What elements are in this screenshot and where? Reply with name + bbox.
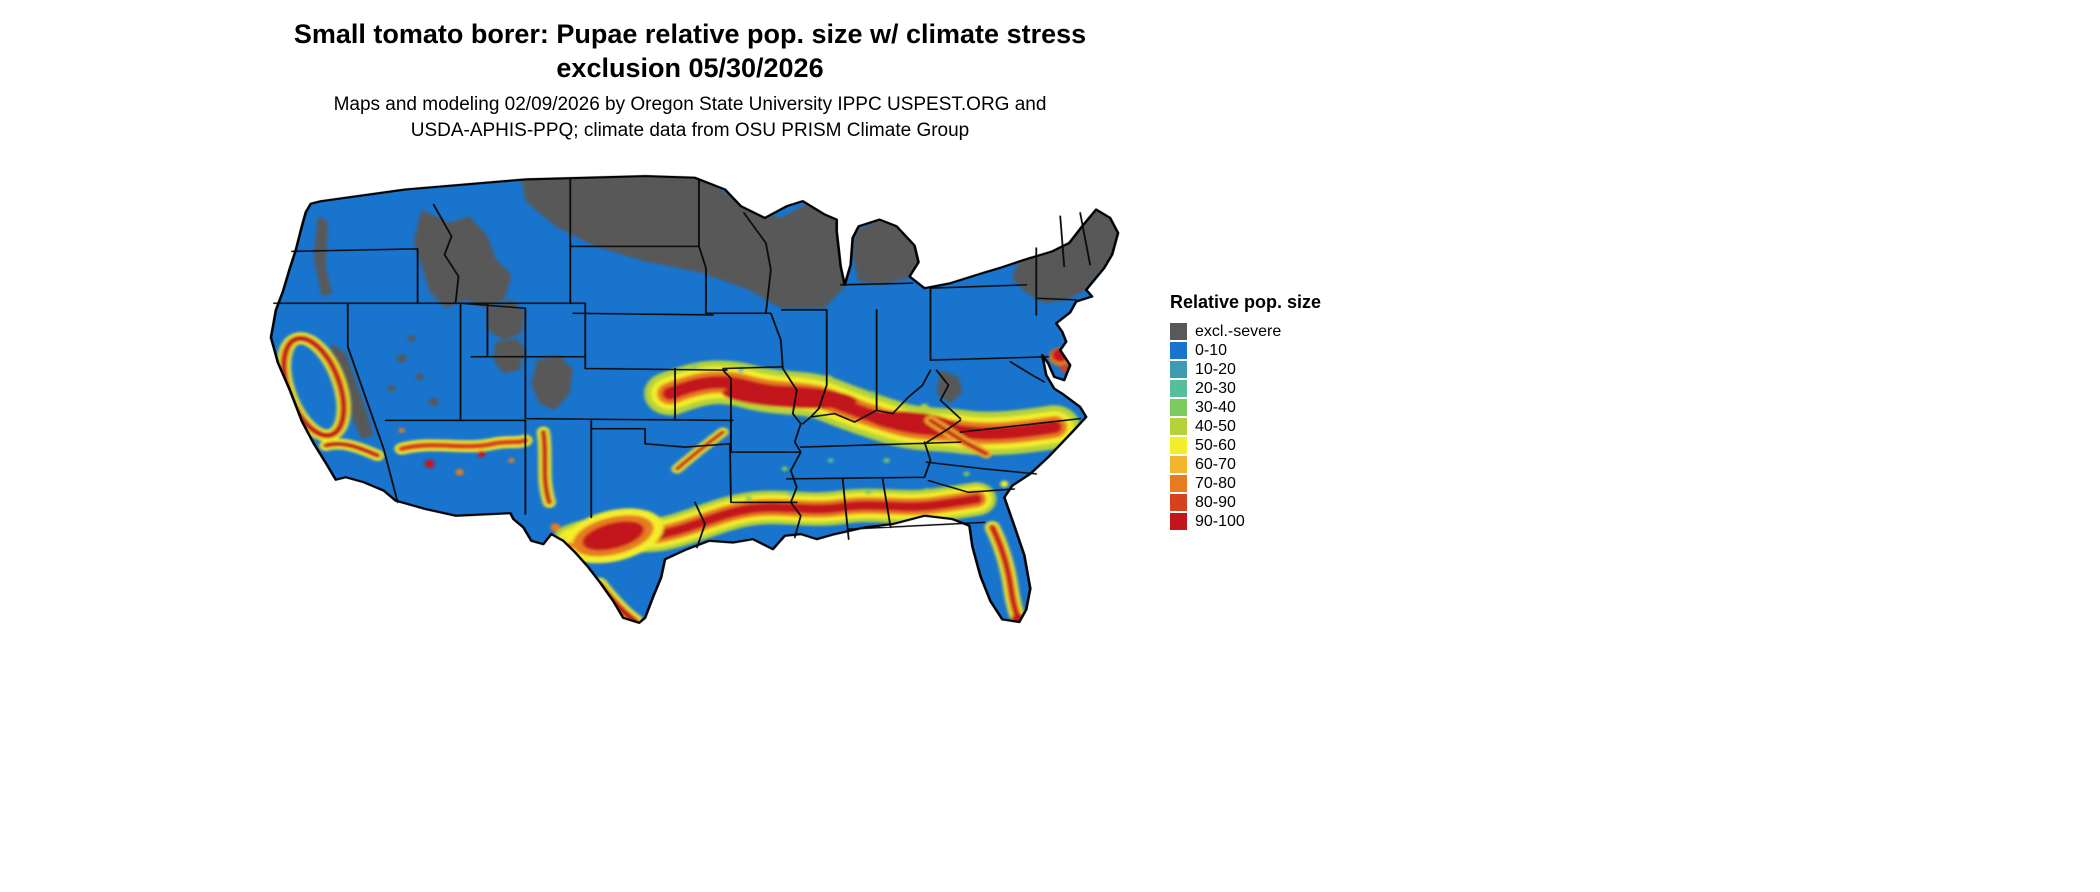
legend-item: 50-60 — [1170, 436, 1321, 455]
map-legend: Relative pop. size excl.-severe 0-10 10-… — [1170, 292, 1321, 531]
legend-item: excl.-severe — [1170, 322, 1321, 341]
legend-item-label: 70-80 — [1195, 474, 1236, 492]
legend-item: 30-40 — [1170, 398, 1321, 417]
legend-swatch — [1170, 399, 1187, 416]
legend-item-label: 20-30 — [1195, 379, 1236, 397]
legend-swatch — [1170, 513, 1187, 530]
legend-swatch — [1170, 475, 1187, 492]
legend-swatch — [1170, 380, 1187, 397]
legend-swatch — [1170, 456, 1187, 473]
legend-swatch — [1170, 342, 1187, 359]
legend-swatch — [1170, 494, 1187, 511]
legend-item-label: 40-50 — [1195, 417, 1236, 435]
title-line-1: Small tomato borer: Pupae relative pop. … — [293, 19, 1087, 49]
legend-item-label: 30-40 — [1195, 398, 1236, 416]
legend-item-label: 10-20 — [1195, 360, 1236, 378]
legend-item-label: 80-90 — [1195, 493, 1236, 511]
subtitle-line-1: Maps and modeling 02/09/2026 by Oregon S… — [333, 94, 1047, 115]
legend-item: 20-30 — [1170, 379, 1321, 398]
legend-item-label: excl.-severe — [1195, 322, 1282, 340]
legend-item-label: 50-60 — [1195, 436, 1236, 454]
figure-title: Small tomato borer: Pupae relative pop. … — [0, 18, 1380, 86]
legend-item-label: 0-10 — [1195, 341, 1228, 359]
subtitle-line-2: USDA-APHIS-PPQ; climate data from OSU PR… — [410, 119, 970, 141]
excluded-severe-regions — [313, 176, 1119, 439]
legend-item: 70-80 — [1170, 474, 1321, 493]
us-map-svg — [269, 174, 1120, 624]
legend-item: 90-100 — [1170, 512, 1321, 531]
legend-item: 10-20 — [1170, 360, 1321, 379]
legend-item: 80-90 — [1170, 493, 1321, 512]
legend-item: 40-50 — [1170, 417, 1321, 436]
population-bands — [276, 332, 1081, 623]
state-borders — [272, 178, 1092, 549]
legend-swatch — [1170, 361, 1187, 378]
legend-swatch — [1170, 323, 1187, 340]
figure-subtitle: Maps and modeling 02/09/2026 by Oregon S… — [0, 92, 1380, 143]
legend-title: Relative pop. size — [1170, 292, 1322, 312]
legend-item: 60-70 — [1170, 455, 1321, 474]
legend-item-label: 60-70 — [1195, 455, 1236, 473]
title-line-2: exclusion 05/30/2026 — [556, 52, 824, 83]
legend-swatch — [1170, 437, 1187, 454]
us-choropleth-map — [226, 166, 1144, 668]
legend-item-label: 90-100 — [1195, 512, 1245, 530]
legend-item: 0-10 — [1170, 341, 1321, 360]
us-outline — [269, 174, 1120, 624]
legend-swatch — [1170, 418, 1187, 435]
